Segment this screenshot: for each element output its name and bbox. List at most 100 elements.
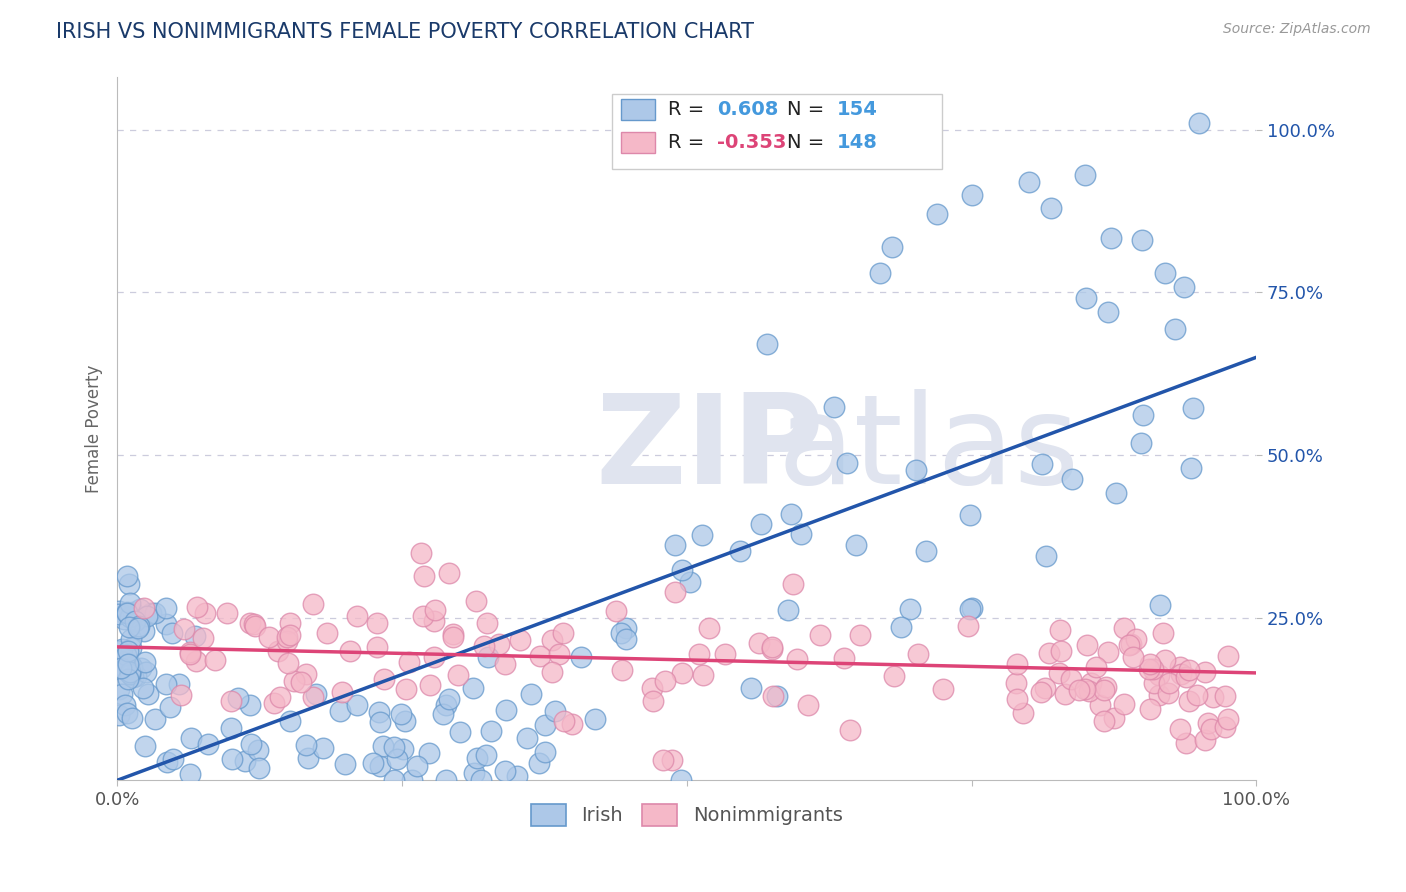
Point [1060,673,1083,687]
Point [108,708,131,723]
Point [614,621,637,635]
Point [316,625,339,640]
Point [782,577,804,591]
Point [728,544,751,558]
Point [136,609,159,624]
Point [898,602,921,616]
Point [276,634,298,648]
Point [191,631,214,645]
Point [548,647,571,661]
Text: IRISH VS NONIMMIGRANTS FEMALE POVERTY CORRELATION CHART: IRISH VS NONIMMIGRANTS FEMALE POVERTY CO… [56,22,754,42]
Point [699,621,721,635]
Point [883,669,905,683]
Point [111,659,134,673]
Point [155,676,177,690]
Point [434,698,457,712]
Point [664,538,686,552]
Point [1143,676,1166,690]
Point [553,714,575,728]
Text: R =: R = [668,100,710,120]
Point [713,647,735,661]
Point [1173,280,1195,294]
Point [540,665,562,680]
Point [413,568,436,582]
Point [132,624,155,638]
Point [118,577,141,591]
Point [509,633,531,648]
Point [1118,638,1140,652]
Point [305,687,328,701]
Point [117,672,139,686]
Point [239,737,262,751]
Text: 0.608: 0.608 [717,100,779,120]
Point [1177,694,1199,708]
Point [959,508,981,522]
Point [243,617,266,632]
Point [1152,625,1174,640]
Point [432,707,454,722]
Point [880,240,903,254]
Point [368,759,391,773]
Point [395,681,418,696]
Point [1216,648,1239,663]
Text: ZIP: ZIP [596,390,824,510]
Point [194,607,217,621]
Point [127,621,149,635]
Point [1187,688,1209,702]
Point [278,714,301,729]
Point [1012,706,1035,720]
Point [406,759,429,773]
Point [1092,714,1115,728]
Point [1005,657,1028,671]
Point [111,642,134,657]
Point [186,600,208,615]
Point [333,756,356,771]
Point [1033,681,1056,695]
Point [156,756,179,770]
Point [139,606,162,620]
Point [494,657,516,672]
Point [1074,291,1097,305]
Point [121,710,143,724]
Point [1078,684,1101,698]
Point [280,627,302,641]
Point [1004,675,1026,690]
Point [651,754,673,768]
Point [463,765,485,780]
Point [1142,662,1164,676]
Point [1097,645,1119,659]
Point [1168,660,1191,674]
Point [475,616,498,631]
Point [690,528,713,542]
Point [1018,175,1040,189]
Point [366,616,388,631]
Point [664,584,686,599]
Point [423,650,446,665]
Point [276,630,298,644]
Point [179,731,201,745]
Point [533,718,555,732]
Point [1213,689,1236,703]
Point [1097,304,1119,318]
Point [423,603,446,617]
Point [1154,266,1177,280]
Point [447,668,470,682]
Point [605,604,627,618]
Point [329,704,352,718]
Point [474,639,496,653]
Point [761,642,783,657]
Point [1213,721,1236,735]
Point [461,681,484,695]
Point [115,569,138,583]
Point [118,665,141,679]
Point [790,526,813,541]
Point [541,632,564,647]
Point [1194,733,1216,747]
Point [112,612,135,626]
Point [1197,715,1219,730]
Point [740,681,762,695]
Point [495,703,517,717]
Point [122,670,145,684]
Point [249,761,271,775]
Point [179,648,201,662]
